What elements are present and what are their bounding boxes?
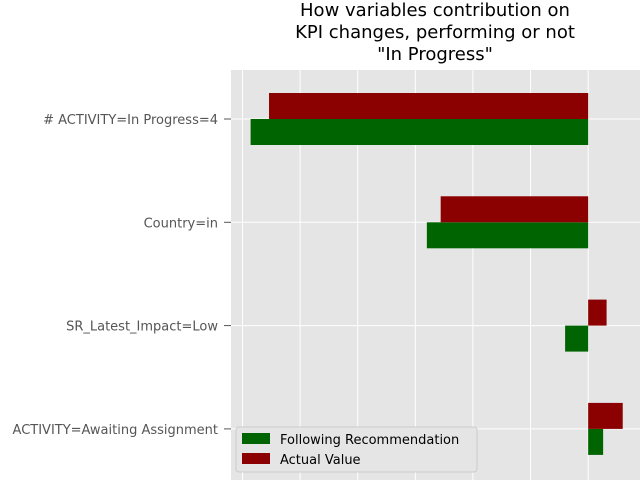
y-tick-label: ACTIVITY=Awaiting Assignment <box>13 423 218 438</box>
bar-actual-value <box>588 299 607 326</box>
bar-actual-value <box>440 196 589 223</box>
bar-actual-value <box>269 93 589 119</box>
y-tick-label: SR_Latest_Impact=Low <box>66 320 218 335</box>
legend-swatch <box>242 433 270 444</box>
bar-following-recommendation <box>426 222 589 249</box>
legend-label: Following Recommendation <box>280 433 459 448</box>
bar-following-recommendation <box>250 119 589 145</box>
chart-title-line: KPI changes, performing or not <box>295 22 575 43</box>
legend-swatch <box>242 453 270 464</box>
y-tick-labels: # ACTIVITY=In Progress=4 Country=in SR_Lat… <box>13 113 231 438</box>
bars <box>250 93 623 455</box>
legend-box <box>235 426 478 473</box>
chart-title-line: "In Progress" <box>377 44 493 65</box>
bar-actual-value <box>588 402 623 429</box>
y-tick-label: # ACTIVITY=In Progress=4 <box>43 113 218 128</box>
legend-label: Actual Value <box>280 453 361 468</box>
bar-following-recommendation <box>565 325 589 352</box>
chart-title-line: How variables contribution on <box>300 0 570 21</box>
legend: Following Recommendation Actual Value <box>235 426 478 473</box>
y-tick-label: Country=in <box>144 216 218 231</box>
bar-following-recommendation <box>588 428 604 455</box>
